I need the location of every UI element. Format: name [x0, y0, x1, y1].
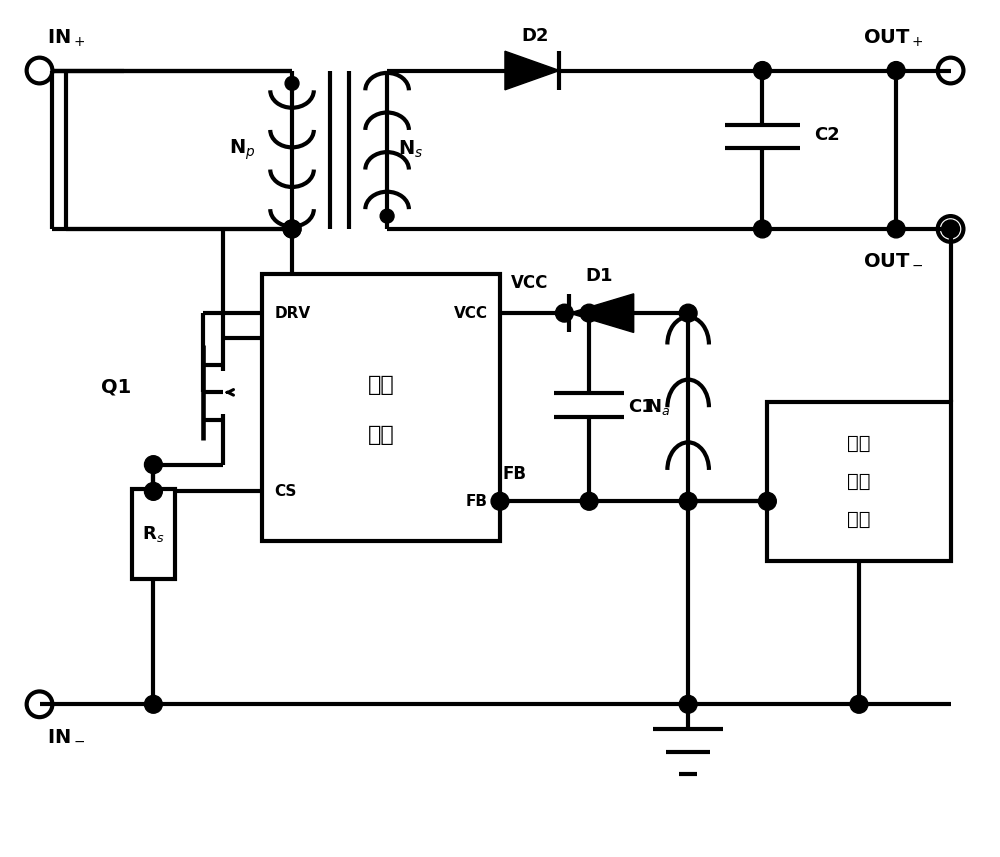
Text: 网络: 网络: [847, 510, 871, 529]
Circle shape: [887, 220, 905, 238]
Text: FB: FB: [503, 464, 527, 482]
Text: IN$_-$: IN$_-$: [47, 724, 85, 744]
Circle shape: [754, 62, 771, 80]
Circle shape: [144, 482, 162, 500]
Polygon shape: [569, 294, 634, 333]
Text: D1: D1: [585, 267, 613, 285]
Text: 反馈: 反馈: [847, 472, 871, 491]
Circle shape: [679, 304, 697, 322]
Text: N$_a$: N$_a$: [646, 397, 671, 417]
Circle shape: [283, 220, 301, 238]
Text: D2: D2: [521, 27, 548, 45]
Polygon shape: [505, 51, 559, 90]
Circle shape: [555, 304, 573, 322]
FancyBboxPatch shape: [262, 273, 500, 541]
Text: 控制: 控制: [368, 375, 395, 395]
Text: FB: FB: [466, 494, 488, 509]
Circle shape: [758, 493, 776, 510]
Text: IN$_+$: IN$_+$: [47, 28, 85, 50]
Text: R$_s$: R$_s$: [142, 524, 165, 544]
Text: N$_s$: N$_s$: [398, 139, 424, 160]
Circle shape: [887, 62, 905, 80]
Text: DRV: DRV: [274, 306, 310, 321]
Text: Q1: Q1: [101, 378, 132, 397]
Circle shape: [850, 695, 868, 713]
Text: VCC: VCC: [454, 306, 488, 321]
Circle shape: [754, 220, 771, 238]
Circle shape: [942, 220, 959, 238]
Text: OUT$_-$: OUT$_-$: [863, 249, 924, 268]
Circle shape: [380, 209, 394, 223]
Circle shape: [283, 220, 301, 238]
FancyBboxPatch shape: [767, 402, 951, 560]
Circle shape: [144, 695, 162, 713]
Circle shape: [580, 493, 598, 510]
Text: OUT$_+$: OUT$_+$: [863, 28, 924, 50]
Circle shape: [144, 456, 162, 474]
Circle shape: [580, 304, 598, 322]
Circle shape: [679, 695, 697, 713]
Circle shape: [679, 493, 697, 510]
Text: 芯片: 芯片: [368, 425, 395, 445]
Text: VCC: VCC: [511, 274, 548, 292]
FancyBboxPatch shape: [132, 489, 175, 578]
Text: N$_p$: N$_p$: [229, 137, 256, 162]
Text: C2: C2: [814, 126, 840, 144]
Text: 隔离: 隔离: [847, 434, 871, 453]
Text: CS: CS: [274, 484, 297, 499]
Circle shape: [285, 76, 299, 90]
Circle shape: [491, 493, 509, 510]
Text: C1: C1: [628, 399, 653, 417]
